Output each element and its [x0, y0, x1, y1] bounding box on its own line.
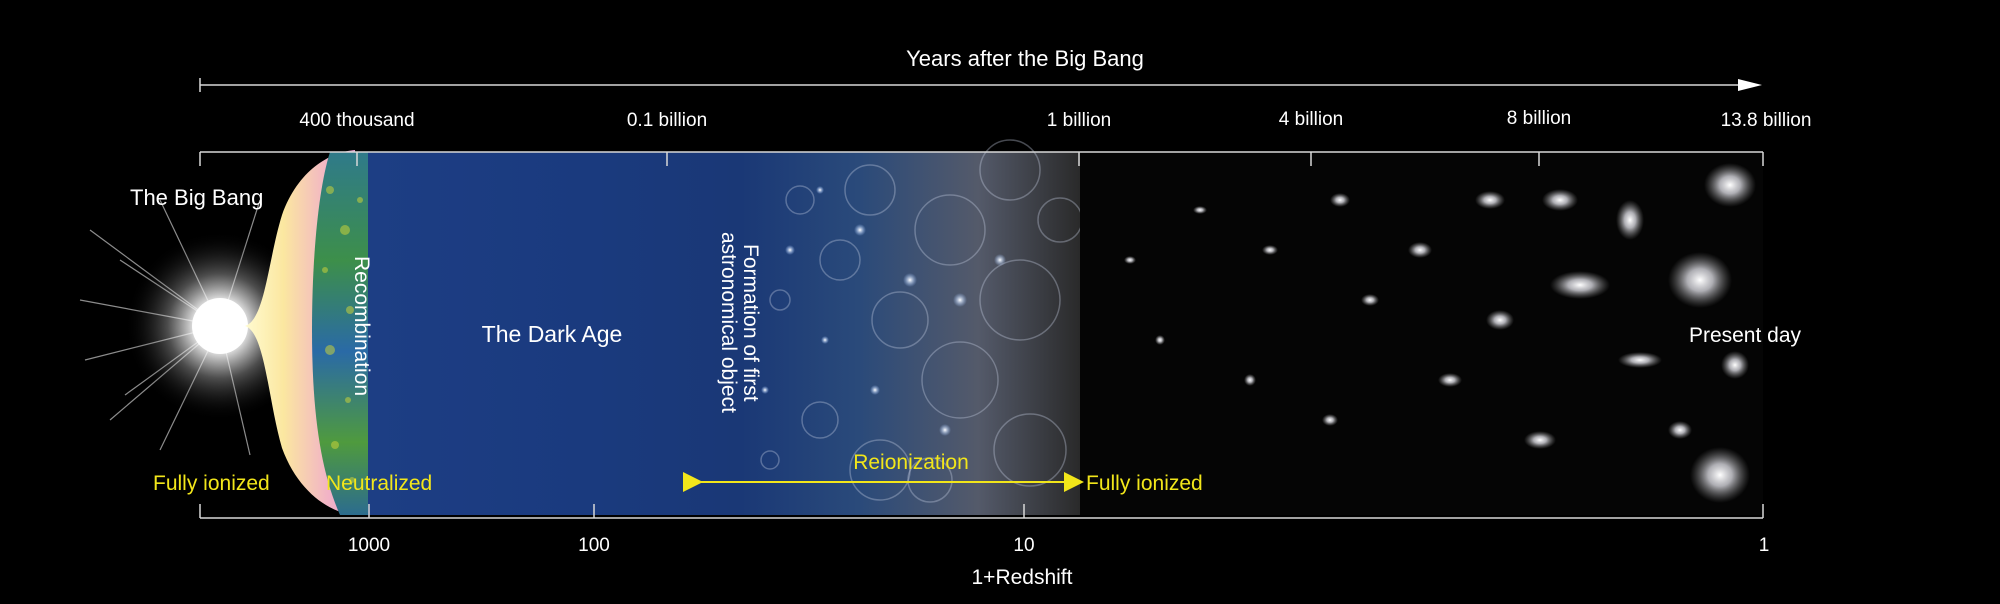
- fully-ionized-left-label: Fully ionized: [153, 472, 270, 495]
- bottom-tick-label: 1000: [348, 535, 390, 556]
- top-tick-label: 1 billion: [1047, 110, 1111, 131]
- big-bang-label: The Big Bang: [130, 185, 263, 210]
- first-objects-label-line1: Formation of first: [739, 244, 762, 402]
- cmb-recombination-surface: [312, 152, 370, 515]
- dark-age-label: The Dark Age: [482, 321, 623, 347]
- top-axis: Years after the Big Bang 400 thousand 0.…: [199, 46, 1812, 166]
- galaxies: [1124, 163, 1756, 503]
- top-tick-label: 0.1 billion: [627, 110, 707, 131]
- first-objects-label-line2: astronomical object: [717, 232, 740, 413]
- dark-age-region: [368, 152, 740, 515]
- neutralized-label: Neutralized: [326, 472, 432, 495]
- reionization-region: [740, 152, 1080, 515]
- top-tick-label: 400 thousand: [299, 110, 414, 131]
- present-day-label: Present day: [1689, 324, 1802, 347]
- top-axis-arrowhead: [1738, 79, 1762, 91]
- galaxies-region: [1080, 152, 1763, 515]
- top-tick-label: 8 billion: [1507, 108, 1571, 129]
- bottom-tick-label: 1: [1759, 535, 1770, 556]
- bottom-tick-label: 100: [578, 535, 610, 556]
- top-axis-title: Years after the Big Bang: [906, 46, 1144, 71]
- first-stars: [761, 186, 1006, 436]
- top-tick-label: 4 billion: [1279, 109, 1343, 130]
- reionization-label: Reionization: [853, 451, 969, 474]
- bottom-axis-title: 1+Redshift: [972, 566, 1073, 589]
- fully-ionized-right-label: Fully ionized: [1086, 472, 1203, 495]
- bottom-axis: 1000 100 10 1 1+Redshift: [199, 504, 1770, 589]
- top-tick-label: 13.8 billion: [1721, 110, 1812, 131]
- cmb-speckle: [322, 186, 363, 483]
- recombination-label: Recombination: [350, 256, 373, 396]
- bottom-tick-label: 10: [1013, 535, 1034, 556]
